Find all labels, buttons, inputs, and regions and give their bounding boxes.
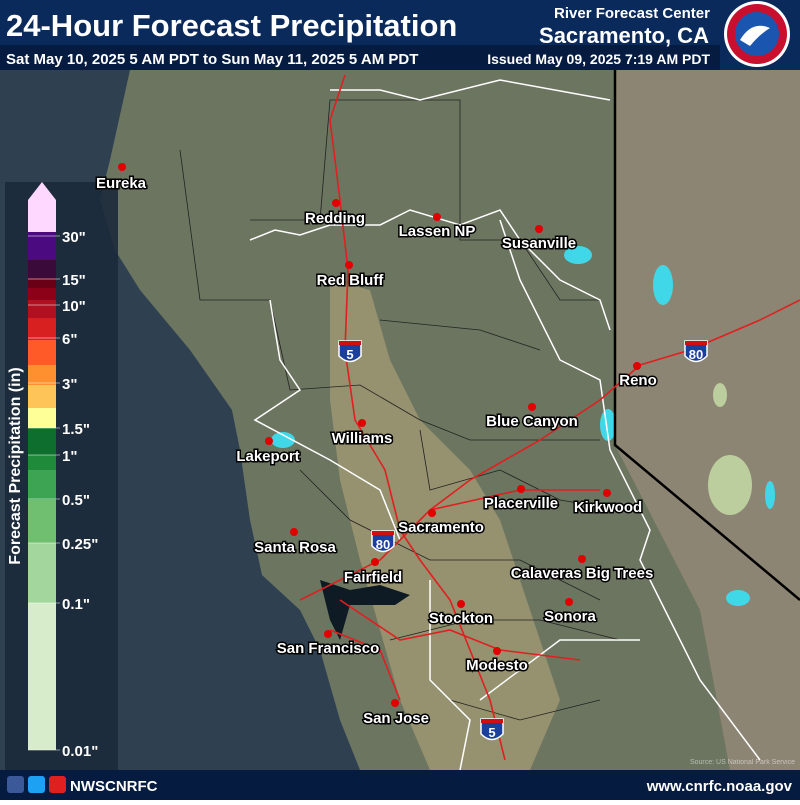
youtube-icon[interactable] bbox=[49, 776, 66, 793]
period: Sat May 10, 2025 5 AM PDT to Sun May 11,… bbox=[6, 51, 418, 68]
twitter-icon[interactable] bbox=[28, 776, 45, 793]
source: Source: US National Park Service bbox=[690, 759, 795, 766]
shield bbox=[684, 340, 708, 363]
footer-bar bbox=[0, 770, 800, 800]
city-dot bbox=[528, 403, 536, 411]
lake bbox=[271, 432, 295, 448]
lake bbox=[564, 246, 592, 264]
lake bbox=[726, 590, 750, 606]
shield-top bbox=[339, 341, 361, 345]
bay bbox=[320, 580, 410, 640]
city-label: Calaveras Big Trees bbox=[511, 565, 654, 582]
shield-number: 5 bbox=[488, 725, 495, 740]
nevada-terrain bbox=[615, 70, 800, 770]
city-dot bbox=[324, 630, 332, 638]
nws-logo bbox=[724, 1, 790, 67]
city-dot bbox=[118, 163, 126, 171]
city-dot bbox=[358, 419, 366, 427]
shield bbox=[480, 718, 504, 741]
city-dot bbox=[457, 600, 465, 608]
legend-label: 30" bbox=[62, 229, 86, 246]
city-label: San Jose bbox=[363, 710, 429, 727]
header-subbar bbox=[0, 45, 720, 70]
url[interactable]: www.cnrfc.noaa.gov bbox=[646, 778, 793, 795]
city-dot bbox=[603, 489, 611, 497]
city-dot bbox=[535, 225, 543, 233]
shield bbox=[338, 340, 362, 363]
legend-label: 10" bbox=[62, 298, 86, 315]
shield-number: 80 bbox=[376, 537, 390, 552]
central-valley bbox=[330, 280, 560, 770]
legend-label: 3" bbox=[62, 376, 77, 393]
shield-number: 5 bbox=[346, 347, 353, 362]
city-label: Stockton bbox=[429, 610, 493, 627]
city-dot bbox=[565, 598, 573, 606]
city-dot bbox=[633, 362, 641, 370]
city-label: Santa Rosa bbox=[254, 539, 336, 556]
state-border bbox=[613, 70, 800, 601]
city-dot bbox=[290, 528, 298, 536]
city-dot bbox=[371, 558, 379, 566]
city-dot bbox=[265, 437, 273, 445]
city-dot bbox=[493, 647, 501, 655]
city-label: Modesto bbox=[466, 657, 528, 674]
city-label: Fairfield bbox=[344, 569, 402, 586]
lake bbox=[765, 481, 775, 509]
legend-panel bbox=[5, 182, 118, 770]
facebook-icon[interactable] bbox=[7, 776, 24, 793]
city-label: Lakeport bbox=[236, 448, 299, 465]
city-dot bbox=[578, 555, 586, 563]
precip-area bbox=[708, 455, 752, 515]
center: River Forecast Center bbox=[554, 5, 710, 22]
legend-label: 0.5" bbox=[62, 492, 90, 509]
city-label: Placerville bbox=[484, 495, 558, 512]
title: 24-Hour Forecast Precipitation bbox=[6, 8, 457, 43]
city-label: Williams bbox=[332, 430, 393, 447]
legend-label: 0.1" bbox=[62, 596, 90, 613]
shield-top bbox=[372, 531, 394, 535]
shield-top bbox=[481, 719, 503, 723]
city-label: Lassen NP bbox=[399, 223, 476, 240]
legend-label: 0.25" bbox=[62, 536, 98, 553]
city-label: Eureka bbox=[96, 175, 147, 192]
handle[interactable]: NWSCNRFC bbox=[70, 778, 158, 795]
issued: Issued May 09, 2025 7:19 AM PDT bbox=[487, 51, 710, 67]
county-line bbox=[179, 99, 621, 721]
city-dot bbox=[428, 509, 436, 517]
lake bbox=[600, 409, 616, 441]
legend-label: 15" bbox=[62, 272, 86, 289]
city-label: Kirkwood bbox=[574, 499, 642, 516]
precip-area bbox=[713, 383, 727, 407]
legend-label: 6" bbox=[62, 331, 77, 348]
shield-number: 80 bbox=[689, 347, 703, 362]
city-dot bbox=[332, 199, 340, 207]
city-label: Red Bluff bbox=[317, 272, 385, 289]
shield-top bbox=[685, 341, 707, 345]
highway bbox=[299, 74, 800, 761]
city-label: Sacramento bbox=[398, 519, 484, 536]
city-label: Sonora bbox=[544, 608, 596, 625]
shield bbox=[371, 530, 395, 553]
city-label: San Francisco bbox=[277, 640, 380, 657]
city-dot bbox=[391, 699, 399, 707]
city-label: Redding bbox=[305, 210, 365, 227]
legend-bar bbox=[28, 182, 56, 750]
city-label: Susanville bbox=[502, 235, 576, 252]
city-dot bbox=[517, 485, 525, 493]
legend-label: 1" bbox=[62, 448, 77, 465]
city-label: Blue Canyon bbox=[486, 413, 578, 430]
location: Sacramento, CA bbox=[539, 23, 709, 48]
lake bbox=[653, 265, 673, 305]
city-dot bbox=[345, 261, 353, 269]
legend-label: 0.01" bbox=[62, 743, 98, 760]
legend-title: Forecast Precipitation (in) bbox=[7, 367, 24, 564]
city-label: Reno bbox=[619, 372, 657, 389]
city-dot bbox=[433, 213, 441, 221]
legend-label: 1.5" bbox=[62, 421, 90, 438]
